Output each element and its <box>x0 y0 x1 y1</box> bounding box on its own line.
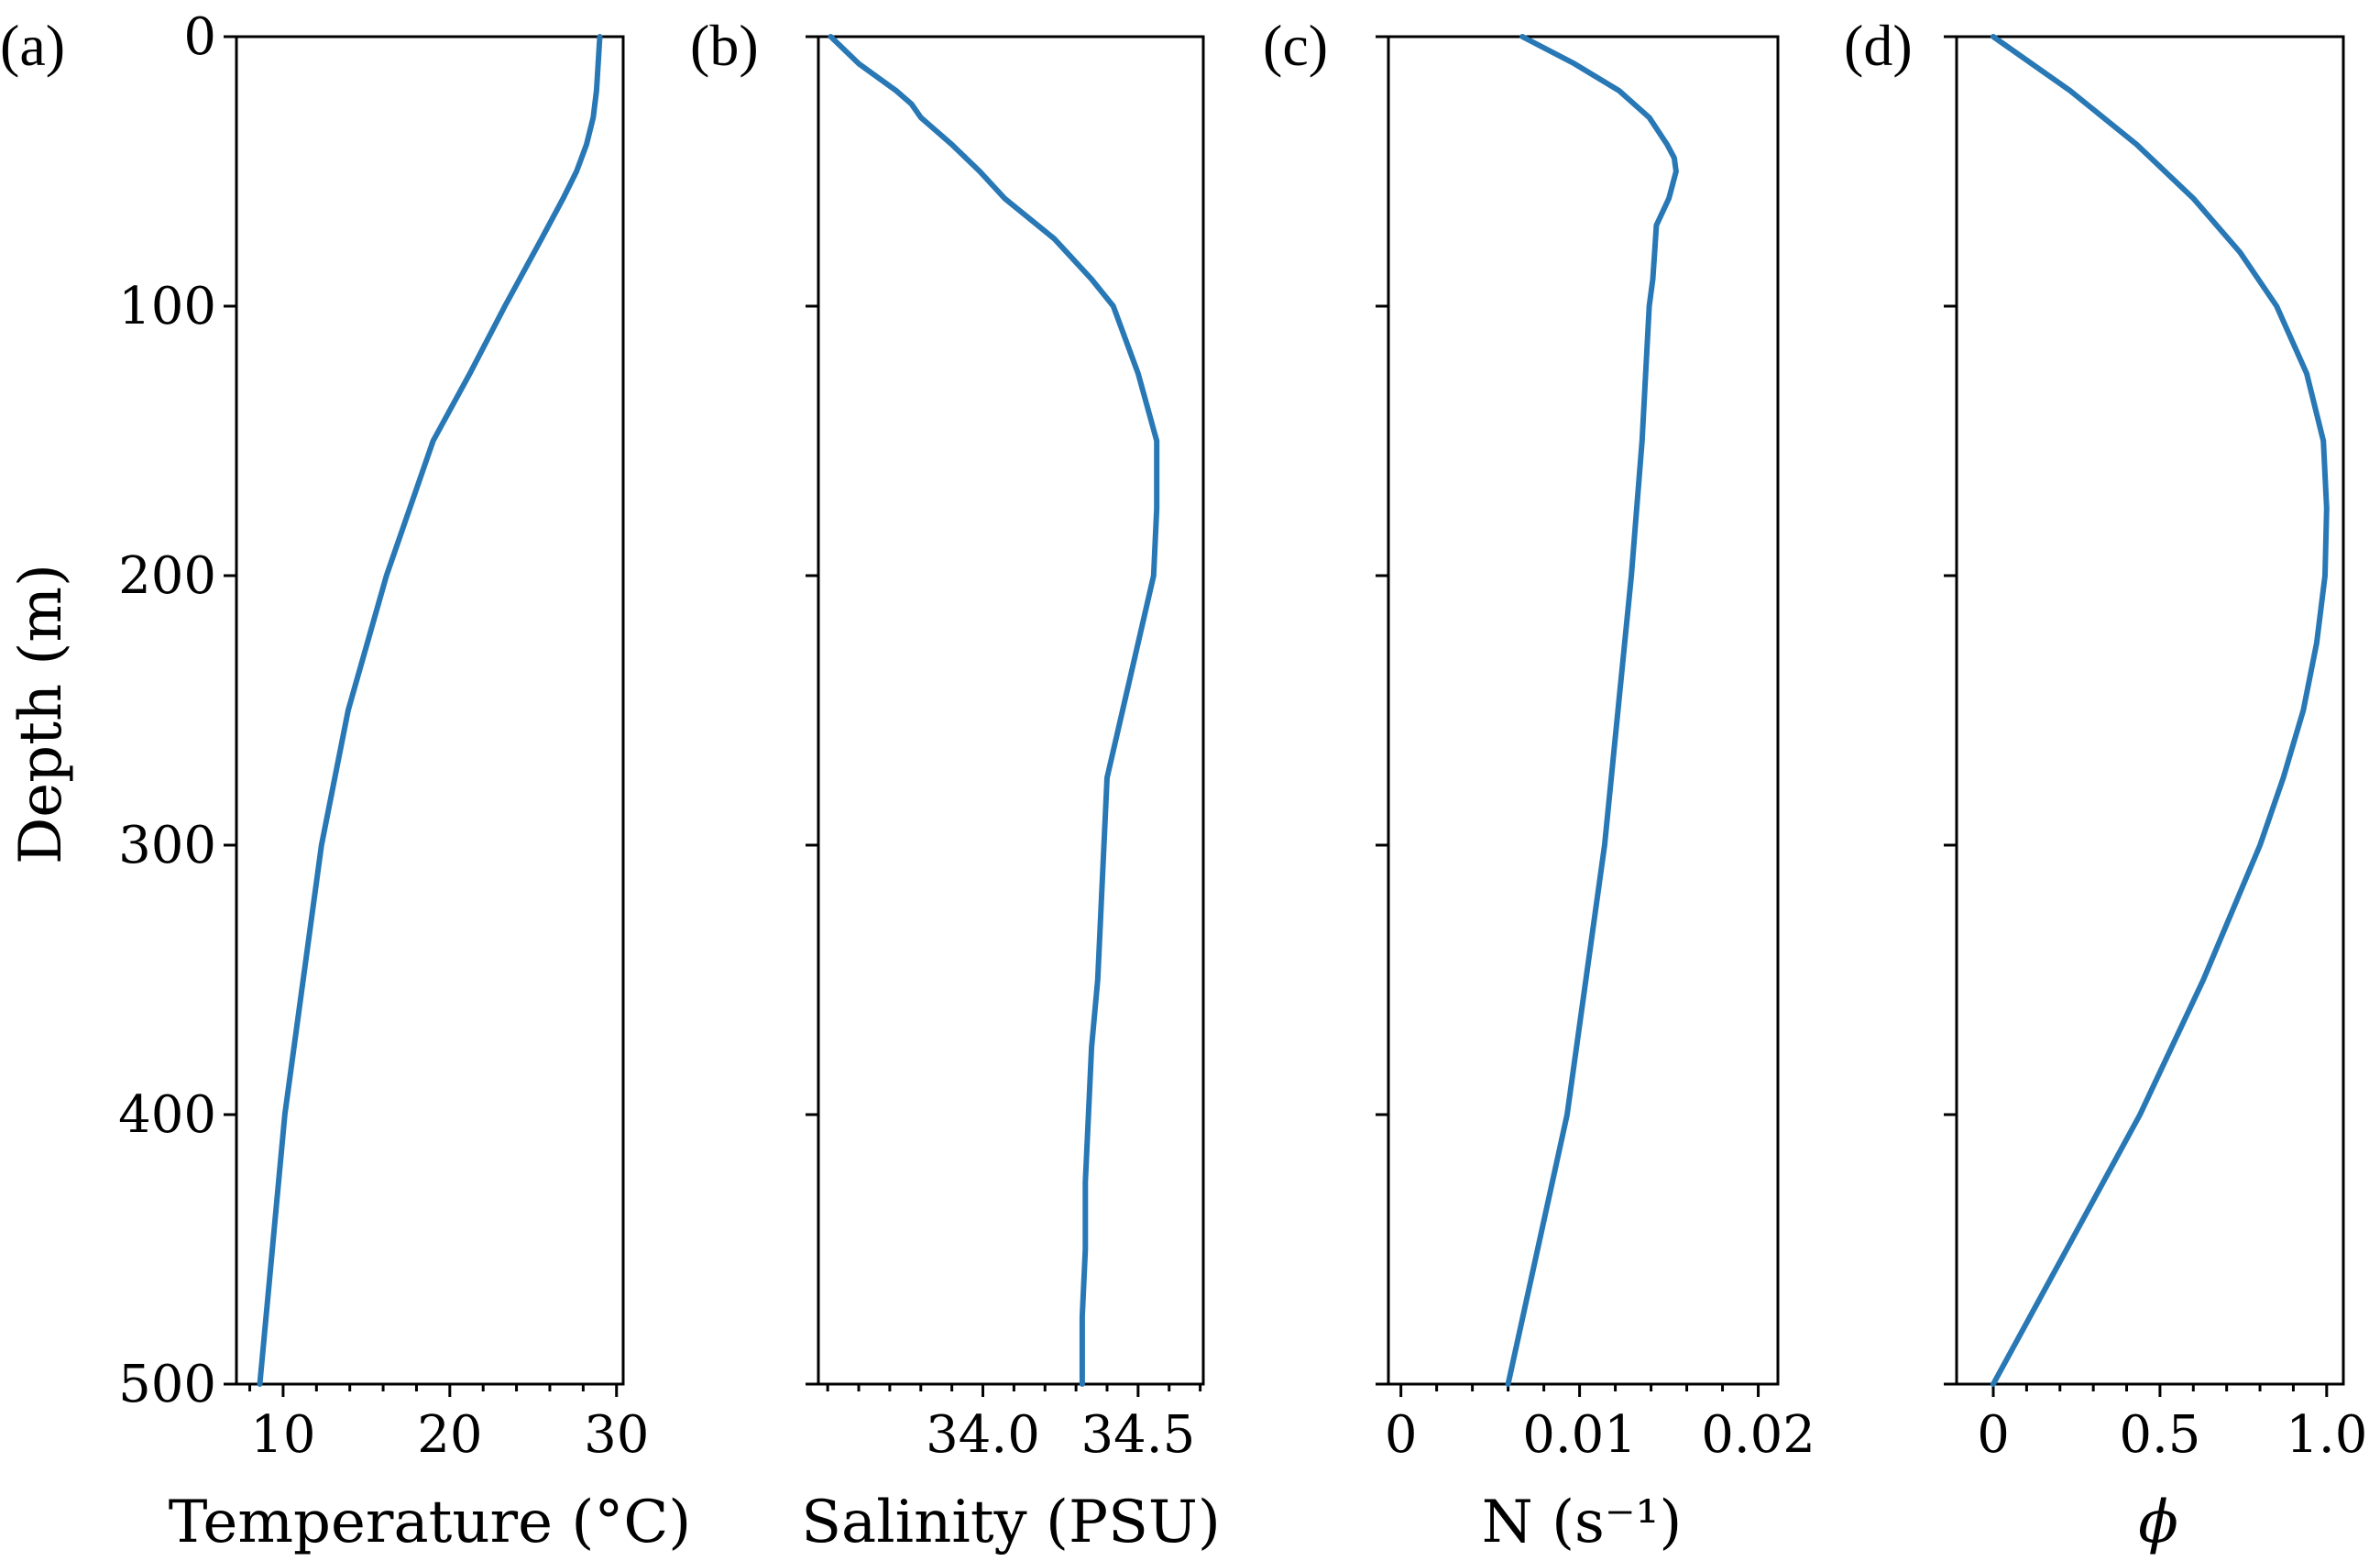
panel-c-xlabel: N (s⁻¹) <box>1482 1489 1683 1556</box>
panel-d-xtick-label: 0.5 <box>2119 1405 2200 1465</box>
salinity-profile-line <box>828 34 1160 1387</box>
y-tick-label: 500 <box>118 1355 216 1414</box>
buoyancy-frequency-line <box>1505 34 1679 1387</box>
panel-b-tag: (b) <box>690 13 759 78</box>
y-tick-label: 400 <box>118 1085 216 1145</box>
panel-c-xtick-label: 0.01 <box>1522 1405 1637 1465</box>
panel-d-yticks <box>1944 35 1957 1386</box>
panel-d-tag: (d) <box>1844 13 1913 78</box>
y-tick-label: 300 <box>118 816 216 875</box>
panel-b-yticks <box>806 35 818 1386</box>
panel-d-xlabel: ϕ <box>2138 1489 2178 1556</box>
panel-a-frame <box>235 35 625 1386</box>
y-axis-label: Depth (m) <box>7 564 75 864</box>
panel-c-tag: (c) <box>1263 13 1328 78</box>
y-tick-label: 0 <box>183 7 216 67</box>
y-tick-label: 200 <box>118 546 216 606</box>
y-tick-label: 100 <box>118 277 216 336</box>
panel-a-xticks: 10 20 30 <box>248 1384 649 1465</box>
panel-c-yticks <box>1376 35 1388 1386</box>
panel-c-xtick-label: 0 <box>1385 1405 1418 1465</box>
panel-d-xticks: 0 0.5 1.0 <box>1977 1384 2367 1465</box>
panel-a: (a) 10 20 30 0 100 200 300 400 500 Temperature … <box>0 7 691 1556</box>
panel-a-xlabel: Temperature (°C) <box>169 1489 692 1556</box>
panel-a-xtick-label: 10 <box>250 1405 315 1465</box>
panel-d-xtick-label: 1.0 <box>2286 1405 2367 1465</box>
panel-d-frame <box>1955 35 2345 1386</box>
panel-a-tag: (a) <box>0 13 65 78</box>
panel-a-xtick-label: 30 <box>584 1405 649 1465</box>
phi-mode-line <box>1991 34 2330 1387</box>
panel-d-xtick-label: 0 <box>1977 1405 2010 1465</box>
temperature-profile-line <box>257 34 603 1387</box>
panel-c-frame <box>1387 35 1780 1386</box>
panel-a-yticks: 0 100 200 300 400 500 <box>118 7 236 1414</box>
panel-c-xticks: 0 0.01 0.02 <box>1385 1384 1815 1465</box>
panel-b-xtick-label: 34.5 <box>1081 1405 1196 1465</box>
panel-c-xtick-label: 0.02 <box>1701 1405 1815 1465</box>
panel-a-xtick-label: 20 <box>417 1405 482 1465</box>
panel-c: (c) 0 0.01 0.02 N (s⁻¹) <box>1263 13 1815 1556</box>
panel-b-xtick-label: 34.0 <box>926 1405 1040 1465</box>
panel-b: (b) 34.0 34.5 Salinity (PSU) <box>690 13 1221 1556</box>
panel-b-xlabel: Salinity (PSU) <box>801 1489 1221 1556</box>
panel-b-xticks: 34.0 34.5 <box>826 1384 1202 1465</box>
panel-d: (d) 0 0.5 1.0 ϕ <box>1844 13 2367 1556</box>
panel-b-frame <box>817 35 1205 1386</box>
